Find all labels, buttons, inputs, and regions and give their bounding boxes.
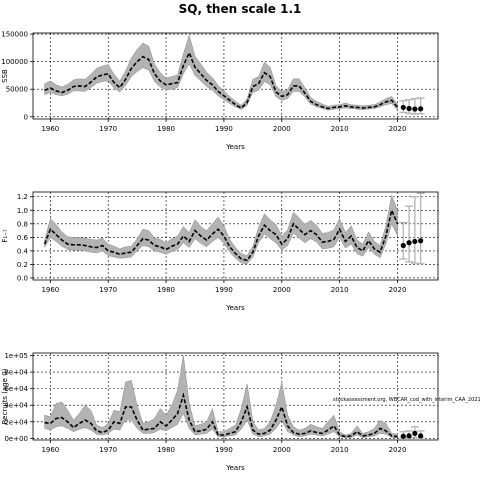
y-axis-label: Recruits (age 0) xyxy=(1,368,9,424)
y-tick-label: 1.0 xyxy=(17,207,28,215)
plot-frame xyxy=(32,32,439,120)
estimate-line xyxy=(44,50,399,110)
y-tick-label: 2e+04 xyxy=(4,418,28,426)
y-axis-label: SSB xyxy=(1,69,9,83)
x-tick-label: 1970 xyxy=(99,125,117,133)
confidence-band xyxy=(44,34,398,111)
figure-title: SQ, then scale 1.1 xyxy=(179,2,302,16)
x-tick-label: 1990 xyxy=(215,125,233,133)
x-tick-label: 1970 xyxy=(99,286,117,294)
x-tick-label: 2010 xyxy=(331,286,349,294)
y-tick-label: 0e+00 xyxy=(4,435,28,443)
forecast-point xyxy=(412,238,418,245)
x-tick-label: 1980 xyxy=(157,446,175,454)
x-tick-label: 1990 xyxy=(215,286,233,294)
x-tick-label: 2020 xyxy=(389,286,407,294)
x-tick-label: 2010 xyxy=(331,446,349,454)
panel-2: 1960 1970 1980 1990 2000 2010 2020 0.0 0.2 0.4 0.6… xyxy=(1,191,439,312)
y-tick-label: 150000 xyxy=(1,31,28,39)
estimate-line xyxy=(43,207,399,262)
forecast-point xyxy=(418,106,424,112)
y-tick-label: 0.6 xyxy=(17,234,29,242)
x-axis-label: Years xyxy=(225,304,245,312)
panels: 1960 1970 1980 1990 2000 2010 2020 0 50000 100000… xyxy=(1,31,480,472)
x-tick-label: 1960 xyxy=(41,446,59,454)
y-tick-label: 1e+05 xyxy=(4,352,28,360)
y-tick-label: 4e+04 xyxy=(4,402,28,410)
y-tick-label: 8e+04 xyxy=(4,369,28,377)
x-axis-label: Years xyxy=(225,143,245,151)
x-tick-label: 2000 xyxy=(273,286,291,294)
y-tick-label: 6e+04 xyxy=(4,385,28,393)
plot-frame xyxy=(32,191,439,281)
forecast-point xyxy=(400,242,406,249)
forecast-point xyxy=(400,104,406,111)
forecast-point xyxy=(406,240,412,246)
forecast-point xyxy=(406,105,412,112)
y-tick-label: 50000 xyxy=(6,86,28,94)
estimate-line xyxy=(44,392,398,438)
x-axis-label: Years xyxy=(225,464,245,472)
y-tick-label: 1.2 xyxy=(17,193,28,201)
confidence-band xyxy=(44,194,398,265)
x-tick-label: 1960 xyxy=(41,125,59,133)
x-tick-label: 2000 xyxy=(273,446,291,454)
x-tick-label: 2010 xyxy=(331,125,349,133)
x-tick-label: 1980 xyxy=(157,125,175,133)
y-tick-label: 0 xyxy=(24,113,28,121)
forecast-point xyxy=(418,238,424,244)
panel-3: 1960 1970 1980 1990 2000 2010 2020 0e+00 2e+04 4e… xyxy=(1,352,439,472)
x-tick-label: 1970 xyxy=(99,446,117,454)
forecast-point xyxy=(412,430,418,436)
y-tick-label: 100000 xyxy=(1,58,28,66)
y-axis-label: F₁₋₇ xyxy=(1,229,9,243)
x-tick-label: 2000 xyxy=(273,125,291,133)
source-note: stockassessment.org, WBCAR_cod_with_inte… xyxy=(333,397,480,403)
forecast-point xyxy=(400,433,406,439)
y-tick-label: 0.2 xyxy=(17,261,28,269)
forecast-point xyxy=(412,106,418,112)
x-tick-label: 2020 xyxy=(389,125,407,133)
x-tick-label: 1990 xyxy=(215,446,233,454)
panel-1: 1960 1970 1980 1990 2000 2010 2020 0 50000 100000… xyxy=(1,31,439,151)
plot-frame xyxy=(32,352,439,441)
x-tick-label: 2020 xyxy=(389,446,407,454)
forecast-point xyxy=(406,433,412,439)
y-tick-label: 0.4 xyxy=(17,247,29,255)
forecast-point xyxy=(418,433,424,439)
y-tick-label: 0.8 xyxy=(17,220,28,228)
y-tick-label: 0.0 xyxy=(17,274,28,282)
confidence-band xyxy=(44,355,398,439)
x-tick-label: 1960 xyxy=(41,286,59,294)
x-tick-label: 1980 xyxy=(157,286,175,294)
